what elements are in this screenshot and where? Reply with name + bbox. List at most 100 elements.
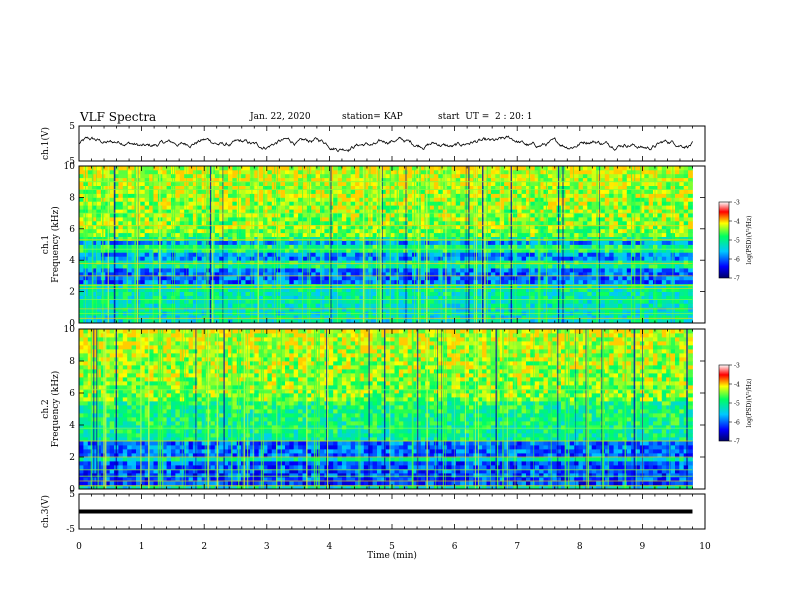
spectro-cell [149, 169, 154, 175]
spectro-cell [433, 197, 439, 202]
spectro-cell [539, 291, 544, 296]
spectro-cell [87, 224, 93, 230]
spectro-cell [578, 217, 584, 222]
spectro-cell [298, 232, 303, 237]
spectro-cell [447, 166, 452, 171]
spectro-cell [433, 279, 439, 285]
spectro-cell [263, 193, 268, 198]
spectro-cell [381, 256, 387, 261]
spectro-cell [293, 272, 299, 277]
spectro-cell [534, 264, 540, 269]
spectro-cell [179, 236, 185, 241]
spectro-cell [565, 264, 571, 269]
spectro-cell [258, 299, 264, 304]
spectro-cell [341, 260, 347, 265]
ch1-ylabel: ch.1(V) [40, 127, 51, 160]
spectro-cell [298, 319, 303, 324]
spectro-cell [153, 244, 159, 249]
spectro-cell [355, 283, 360, 289]
spectro-cell [504, 224, 509, 230]
spectro-cell [398, 189, 404, 194]
spectro-cell [298, 185, 303, 190]
spectro-cell [477, 166, 483, 171]
spectro-cell [355, 295, 360, 300]
spectro-cell [171, 228, 176, 234]
spectro-cell [324, 303, 330, 308]
spectro-cell [609, 189, 614, 194]
spectro-cell [149, 193, 154, 198]
spectro-cell [390, 252, 395, 257]
spectro-cell [600, 268, 606, 273]
spectro-cell [547, 185, 553, 190]
spectro-cell [596, 279, 601, 285]
spectro-cell [442, 209, 448, 214]
spectro-cell [372, 224, 378, 230]
spectro-cell [184, 256, 189, 261]
spectro-cell [504, 205, 509, 210]
spectro-cell [285, 209, 290, 214]
spectro-cell [574, 228, 579, 234]
spectro-cell [166, 217, 172, 222]
spectro-cell [517, 244, 522, 249]
spectro-cell [171, 169, 176, 175]
spectro-cell [381, 264, 387, 269]
spectro-cell [201, 264, 207, 269]
spectro-cell [359, 209, 365, 214]
spectro-cell [271, 287, 277, 292]
spectro-cell [390, 319, 395, 324]
spectro-cell [263, 205, 268, 210]
spectro-cell [263, 169, 268, 175]
spectro-cell [188, 181, 194, 186]
spectro-cell [241, 299, 246, 304]
spectro-cell [490, 248, 496, 253]
spectro-cell [534, 260, 540, 265]
spectro-cell [109, 189, 115, 194]
spectro-cell [425, 224, 430, 230]
spectro-cell [355, 224, 360, 230]
spectro-cell [350, 291, 356, 296]
spectro-cell [429, 256, 435, 261]
spectro-cell [390, 279, 395, 285]
spectro-cell [495, 244, 501, 249]
spectro-cell [131, 275, 137, 281]
spectro-cell [587, 260, 593, 265]
spectro-cell [569, 232, 575, 237]
spectro-cell [232, 299, 238, 304]
spectro-cell [302, 252, 308, 257]
spectro-cell [355, 201, 360, 206]
spectro-cell [267, 205, 273, 210]
spectro-cell [596, 201, 601, 206]
spectro-cell [166, 209, 172, 214]
spectro-cell [311, 299, 316, 304]
spectro-cell [188, 197, 194, 202]
spectro-cell [236, 295, 242, 300]
spectro-cell [140, 287, 146, 292]
spectro-cell [381, 181, 387, 186]
spectro-cell [184, 177, 189, 183]
spectro-cell [346, 283, 352, 289]
spectro-cell [171, 217, 176, 222]
spectro-cell [425, 268, 430, 273]
spectro-cell [162, 244, 168, 249]
spectro-cell [92, 295, 97, 300]
spectro-cell [420, 303, 426, 308]
spectro-cell [171, 256, 176, 261]
spectro-cell [241, 169, 246, 175]
spectro-cell [565, 256, 571, 261]
spectro-cell [530, 244, 536, 249]
spectro-cell [398, 169, 404, 175]
spectro-cell [118, 173, 124, 179]
spectro-cell [425, 220, 430, 226]
spectro-cell [565, 240, 571, 245]
spectro-cell [341, 268, 347, 273]
spectro-cell [87, 299, 93, 304]
spectro-cell [477, 319, 483, 324]
spectro-cell [175, 205, 181, 210]
spectro-cell [320, 291, 325, 296]
spectro-cell [591, 295, 597, 300]
spectro-cell [609, 240, 614, 245]
spectro-cell [179, 303, 185, 308]
spectro-cell [311, 268, 316, 273]
spectro-cell [477, 201, 483, 206]
spectro-cell [609, 299, 614, 304]
